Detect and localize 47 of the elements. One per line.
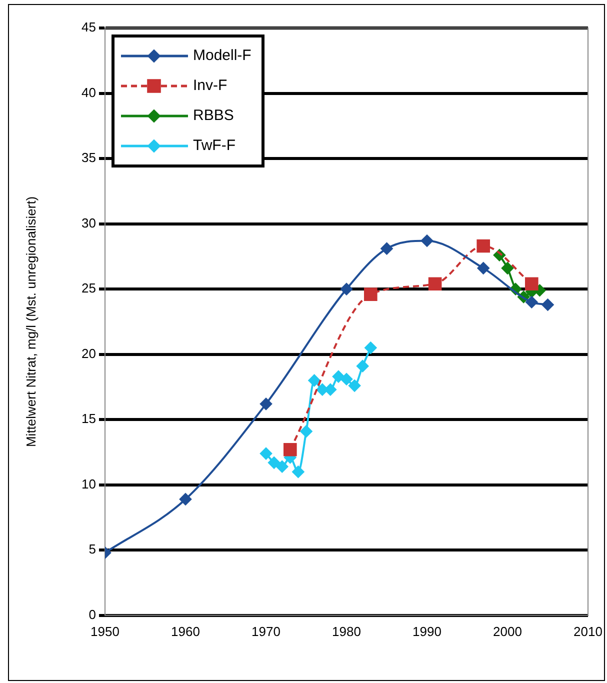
y-tick-label: 40 — [82, 84, 96, 100]
point — [300, 425, 312, 438]
x-tick-label: 1980 — [332, 624, 361, 639]
point — [476, 239, 490, 253]
point — [332, 370, 344, 383]
legend-label: RBBS — [193, 107, 234, 124]
point — [348, 380, 361, 392]
y-tick-label: 35 — [82, 150, 96, 166]
point — [542, 298, 554, 311]
point — [380, 242, 393, 255]
x-tick-label: 2010 — [574, 624, 602, 639]
legend-label: Modell-F — [193, 47, 252, 64]
point — [292, 466, 304, 478]
point — [260, 448, 272, 460]
point — [364, 288, 378, 301]
y-tick-label: 10 — [82, 476, 96, 492]
y-axis-title: Mittelwert Nitrat, mg/l (Mst. unregionalisiert) — [23, 196, 38, 448]
point — [283, 442, 297, 456]
point — [428, 277, 442, 290]
legend-label: TwF-F — [193, 137, 236, 154]
y-tick-label: 0 — [88, 606, 96, 622]
y-tick-label: 30 — [82, 215, 96, 230]
y-tick-label: 20 — [82, 346, 96, 361]
point — [524, 277, 538, 290]
y-tick-label: 45 — [82, 20, 96, 35]
point — [180, 493, 192, 506]
legend-label: Inv-F — [193, 77, 228, 94]
x-tick-label: 2000 — [493, 624, 522, 639]
point — [340, 373, 352, 386]
y-tick-label: 25 — [82, 280, 96, 296]
point — [268, 456, 280, 469]
point — [356, 360, 369, 372]
point — [308, 374, 320, 386]
point — [526, 296, 538, 308]
x-tick-label: 1970 — [252, 624, 280, 639]
point — [340, 283, 352, 296]
point — [477, 262, 490, 274]
x-tick-label: 1990 — [412, 624, 442, 639]
y-tick-label: 5 — [88, 542, 96, 557]
x-tick-label: 1960 — [171, 624, 200, 639]
point — [276, 460, 288, 473]
point — [502, 262, 514, 274]
point — [421, 234, 433, 247]
point — [260, 398, 272, 410]
x-tick-label: 1950 — [90, 624, 120, 639]
y-tick-label: 15 — [82, 411, 96, 426]
point — [364, 342, 377, 354]
